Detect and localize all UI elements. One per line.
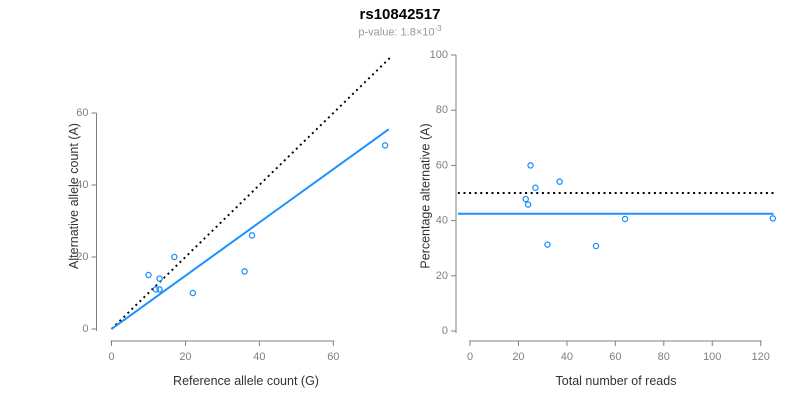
x-tick-label: 20 — [512, 351, 524, 363]
data-point — [189, 289, 197, 297]
x-axis-title: Reference allele count (G) — [173, 374, 319, 388]
x-axis-title: Total number of reads — [556, 374, 677, 388]
y-tick-label: 60 — [76, 107, 88, 119]
data-point — [527, 162, 534, 169]
y-tick-label: 80 — [436, 104, 448, 116]
pvalue-exponent: -3 — [434, 24, 442, 33]
observed-ratio-line — [110, 128, 390, 330]
right-plot: 0 20 40 60 80 100 0 20 40 60 80 100 120 Total number … — [419, 49, 777, 388]
data-point — [248, 232, 256, 239]
x-tick-label: 0 — [467, 351, 473, 363]
data-point — [156, 275, 163, 282]
x-tick-label: 100 — [703, 351, 721, 363]
figure-title: rs10842517 — [359, 6, 441, 23]
x-tick-label: 20 — [179, 351, 191, 363]
data-point — [171, 253, 178, 261]
x-tick-label: 120 — [752, 351, 770, 363]
x-tick-label: 40 — [253, 351, 265, 363]
data-point — [556, 178, 563, 185]
data-point — [145, 271, 152, 279]
data-point — [381, 142, 389, 149]
y-axis-title: Percentage alternative (A) — [419, 123, 433, 268]
data-point — [769, 215, 777, 222]
y-tick-label: 0 — [82, 323, 88, 335]
data-point — [621, 215, 629, 223]
x-tick-label: 80 — [658, 351, 670, 363]
x-tick-label: 0 — [108, 351, 114, 363]
data-point — [241, 268, 248, 275]
pvalue-text: p-value: 1.8×10 — [358, 26, 435, 39]
y-tick-label: 40 — [436, 215, 448, 227]
left-plot: 0 20 40 60 0 20 40 60 Reference allele count (G)… — [67, 57, 391, 388]
y-tick-label: 20 — [76, 251, 88, 263]
y-tick-label: 40 — [76, 179, 88, 191]
x-tick-label: 60 — [609, 351, 621, 363]
y-tick-label: 100 — [430, 49, 448, 61]
y-axis-title: Alternative allele count (A) — [67, 123, 81, 269]
data-point — [156, 286, 163, 293]
y-tick-label: 60 — [436, 159, 448, 171]
y-tick-label: 0 — [442, 325, 448, 337]
x-tick-label: 60 — [327, 351, 339, 363]
x-tick-label: 40 — [561, 351, 573, 363]
data-point — [524, 201, 532, 208]
data-point — [544, 241, 551, 248]
data-point — [152, 286, 160, 293]
data-point — [522, 195, 529, 203]
data-point — [592, 242, 600, 250]
figure-subtitle: p-value: 1.8×10-3 — [0, 24, 800, 39]
data-point — [532, 184, 539, 192]
y-tick-label: 20 — [436, 270, 448, 282]
